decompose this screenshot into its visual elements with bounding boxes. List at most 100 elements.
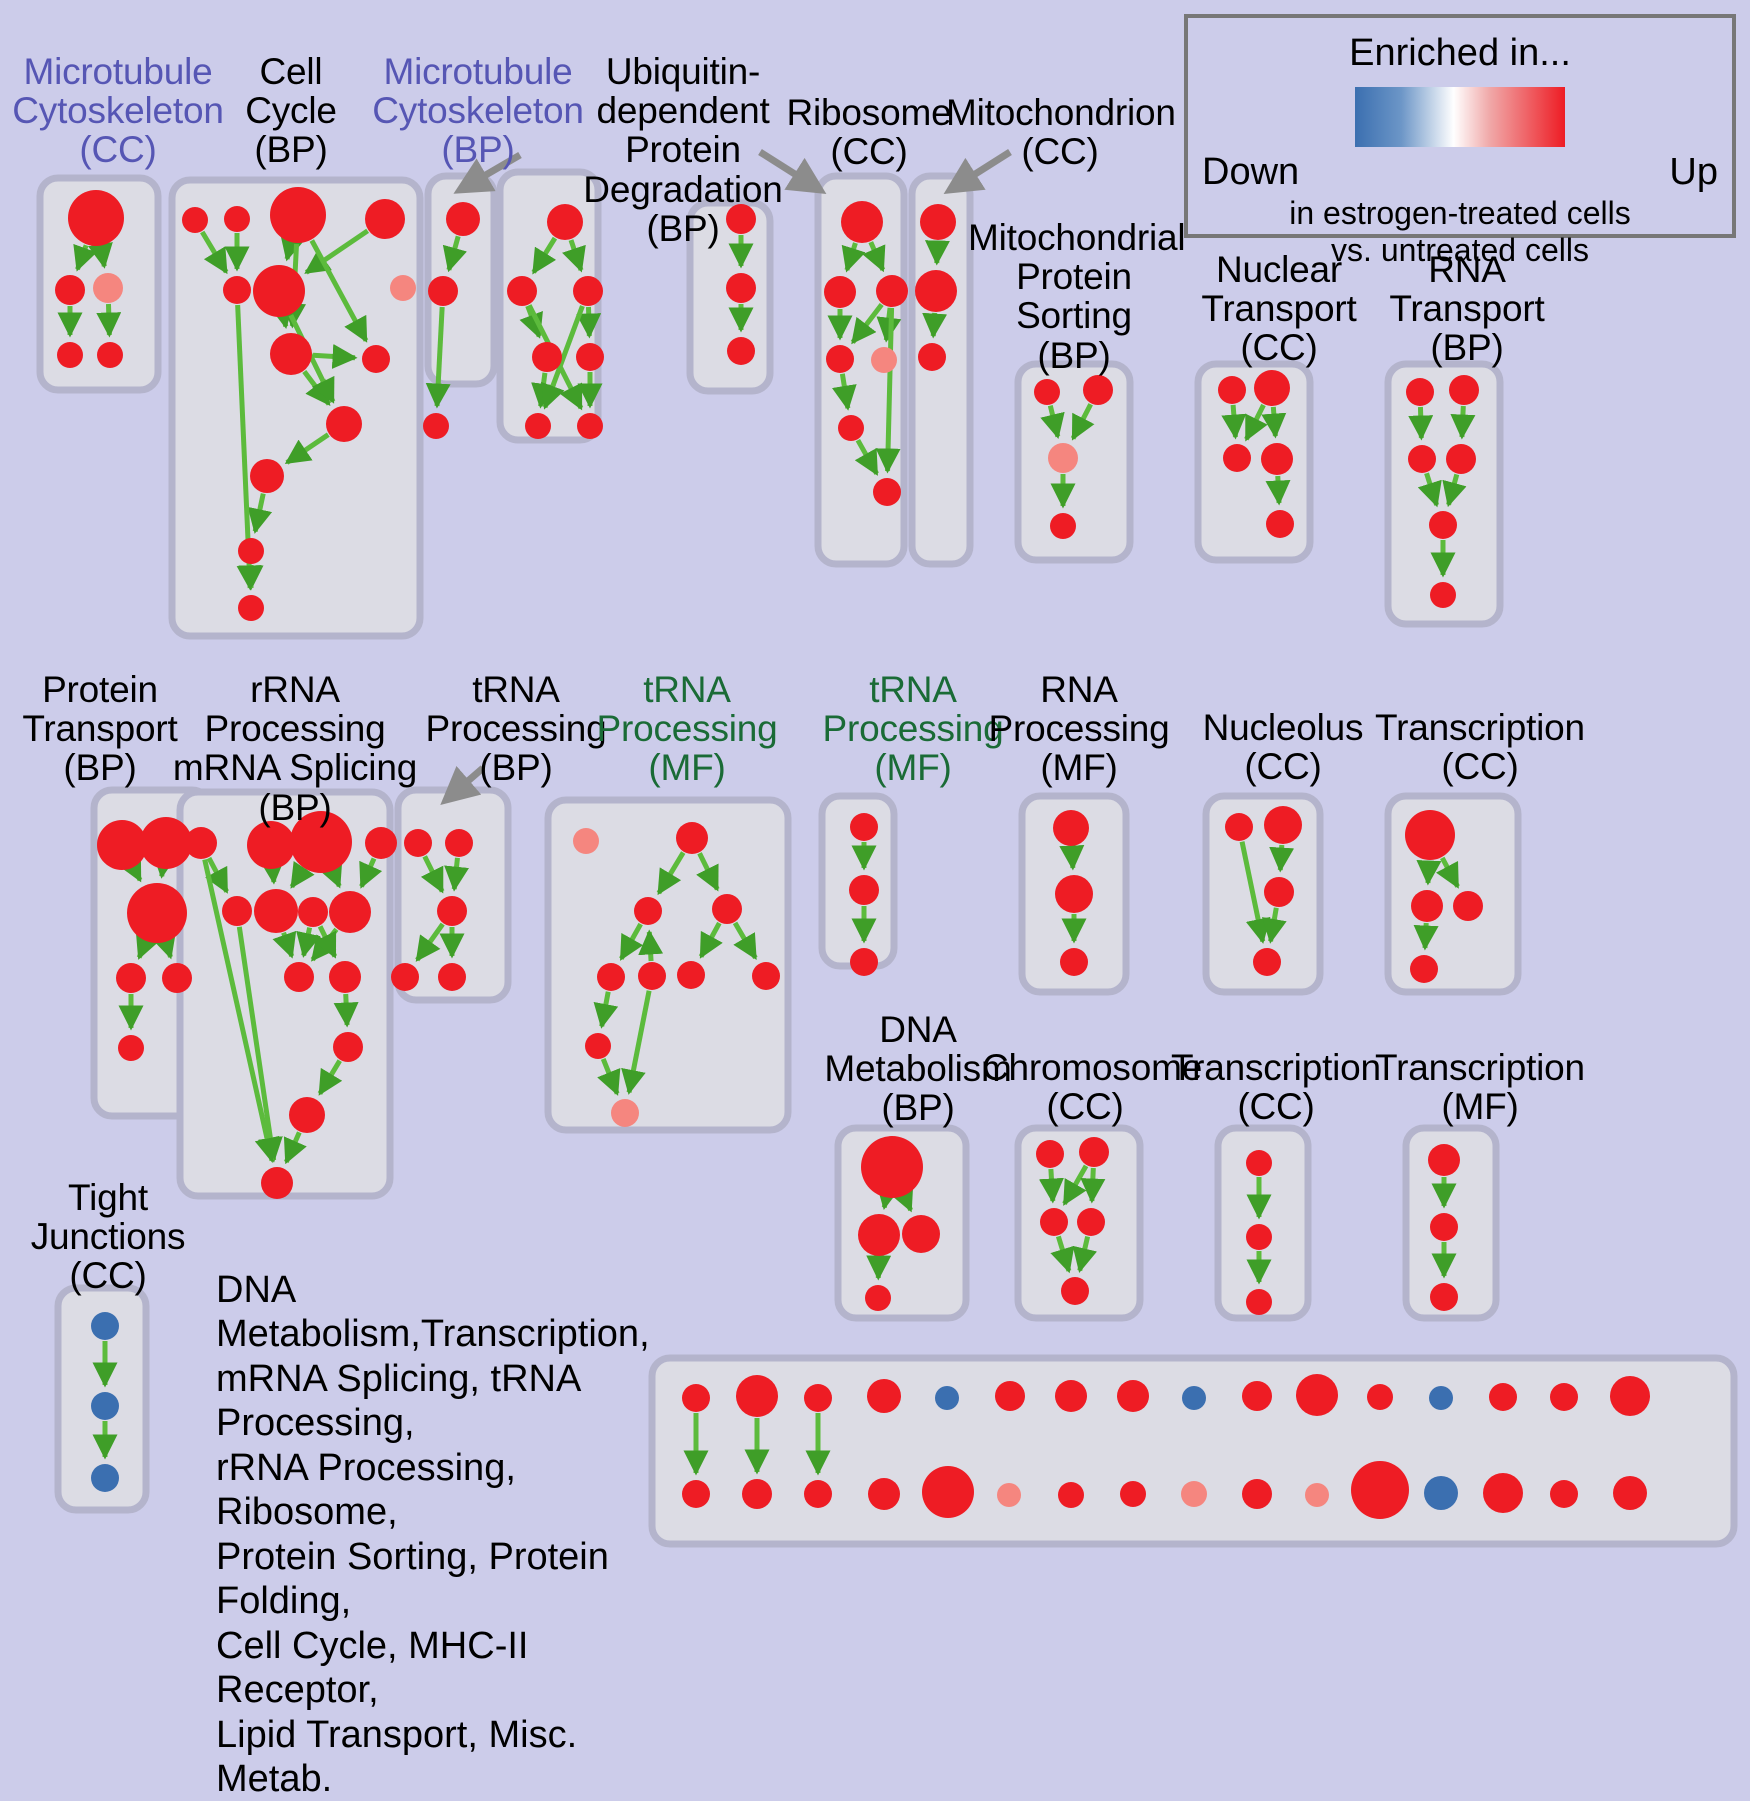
legend-subtitle-line2: vs. untreated cells bbox=[1188, 233, 1732, 268]
label-microtubule-cytoskeleton-bp: Microtubule Cytoskeleton (BP) bbox=[370, 52, 586, 170]
node-up bbox=[238, 595, 264, 621]
node-up bbox=[682, 1480, 710, 1508]
node-up bbox=[270, 333, 312, 375]
label-transcription-mf: Transcription (MF) bbox=[1374, 1048, 1586, 1126]
node-up bbox=[1430, 582, 1456, 608]
label-trna-processing-mf-1: tRNA Processing (MF) bbox=[596, 670, 778, 788]
label-cell-cycle-bp: Cell Cycle (BP) bbox=[205, 52, 377, 170]
node-up bbox=[68, 190, 124, 246]
node-up bbox=[1246, 1150, 1272, 1176]
node-up bbox=[162, 963, 192, 993]
node-up bbox=[1061, 1277, 1089, 1305]
node-up bbox=[446, 202, 480, 236]
node-up bbox=[182, 207, 208, 233]
edge bbox=[1425, 923, 1426, 948]
node-up bbox=[1040, 1208, 1068, 1236]
node-up bbox=[824, 276, 856, 308]
node-up bbox=[1060, 948, 1088, 976]
node-up bbox=[1411, 890, 1443, 922]
node-down bbox=[91, 1464, 119, 1492]
legend-color-bar bbox=[1355, 87, 1565, 147]
node-up bbox=[362, 345, 390, 373]
node-up bbox=[55, 275, 85, 305]
label-mitochondrion-cc: Mitochondrion (CC) bbox=[946, 93, 1174, 171]
node-up bbox=[404, 829, 432, 857]
label-ribosome-cc: Ribosome (CC) bbox=[774, 93, 964, 171]
edge bbox=[1051, 1169, 1053, 1201]
node-up bbox=[1610, 1376, 1650, 1416]
label-rna-transport-bp: RNA Transport (BP) bbox=[1374, 250, 1560, 368]
edge bbox=[1462, 406, 1463, 437]
node-mid bbox=[1048, 443, 1078, 473]
node-up bbox=[865, 1285, 891, 1311]
node-up bbox=[1550, 1480, 1578, 1508]
node-up bbox=[254, 889, 298, 933]
node-up bbox=[326, 406, 362, 442]
node-up bbox=[224, 206, 250, 232]
node-up bbox=[284, 962, 314, 992]
node-up bbox=[1428, 1144, 1460, 1176]
edge bbox=[1278, 476, 1279, 503]
edge bbox=[101, 247, 104, 267]
node-up bbox=[1050, 513, 1076, 539]
node-up bbox=[1079, 1137, 1109, 1167]
node-up bbox=[850, 948, 878, 976]
node-up bbox=[902, 1215, 940, 1253]
node-up bbox=[57, 342, 83, 368]
node-up bbox=[445, 829, 473, 857]
node-up bbox=[1430, 1283, 1458, 1311]
edge bbox=[1428, 861, 1429, 883]
edge bbox=[649, 932, 651, 961]
node-up bbox=[915, 270, 957, 312]
node-up bbox=[1296, 1374, 1338, 1416]
node-up bbox=[1550, 1383, 1578, 1411]
label-chromosome-cc: Chromosome (CC) bbox=[982, 1048, 1188, 1126]
node-up bbox=[250, 459, 284, 493]
node-up bbox=[298, 897, 328, 927]
node-up bbox=[1367, 1384, 1393, 1410]
legend-subtitle-line1: in estrogen-treated cells bbox=[1188, 196, 1732, 231]
node-up bbox=[634, 897, 662, 925]
node-up bbox=[185, 827, 217, 859]
node-up bbox=[742, 1479, 772, 1509]
label-microtubule-cytoskeleton-cc: Microtubule Cytoskeleton (CC) bbox=[8, 52, 228, 170]
node-up bbox=[1261, 443, 1293, 475]
figure-canvas: Microtubule Cytoskeleton (CC)Cell Cycle … bbox=[0, 0, 1750, 1715]
node-up bbox=[391, 963, 419, 991]
node-up bbox=[1264, 806, 1302, 844]
node-up bbox=[876, 275, 908, 307]
node-up bbox=[1264, 877, 1294, 907]
node-up bbox=[1253, 948, 1281, 976]
edge bbox=[273, 870, 274, 882]
node-up bbox=[577, 413, 603, 439]
edge bbox=[346, 994, 347, 1025]
node-mid bbox=[390, 275, 416, 301]
node-up bbox=[736, 1375, 778, 1417]
node-up bbox=[1453, 891, 1483, 921]
node-up bbox=[873, 478, 901, 506]
legend-high-label: Up bbox=[1669, 151, 1718, 194]
legend-panel: Enriched in... Down Up in estrogen-treat… bbox=[1184, 14, 1736, 238]
edge bbox=[1072, 847, 1073, 868]
node-up bbox=[920, 204, 956, 240]
node-up bbox=[868, 1478, 900, 1510]
node-up bbox=[525, 413, 551, 439]
node-up bbox=[116, 963, 146, 993]
node-up bbox=[333, 1032, 363, 1062]
node-up bbox=[573, 276, 603, 306]
node-up bbox=[676, 822, 708, 854]
edge bbox=[454, 858, 457, 889]
node-up bbox=[918, 343, 946, 371]
node-up bbox=[677, 961, 705, 989]
edge bbox=[1233, 405, 1235, 437]
node-mid bbox=[871, 347, 897, 373]
edge bbox=[588, 307, 589, 336]
node-up bbox=[127, 883, 187, 943]
legend-title: Enriched in... bbox=[1188, 32, 1732, 75]
node-up bbox=[507, 276, 537, 306]
node-up bbox=[682, 1384, 710, 1412]
label-trna-processing-bp: tRNA Processing (BP) bbox=[424, 670, 608, 788]
node-up bbox=[858, 1214, 900, 1256]
node-up bbox=[1058, 1482, 1084, 1508]
node-up bbox=[97, 342, 123, 368]
